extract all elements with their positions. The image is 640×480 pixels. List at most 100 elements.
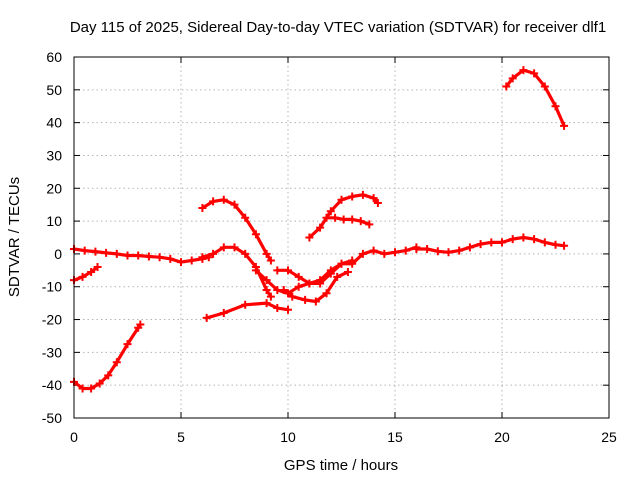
y-tick-label: -30: [42, 344, 62, 360]
x-tick-label: 15: [387, 429, 403, 445]
data-point: [337, 195, 346, 204]
data-point: [262, 276, 271, 285]
y-tick-label: -40: [42, 377, 62, 393]
data-point: [337, 259, 346, 268]
data-point: [241, 300, 250, 309]
data-point: [433, 247, 442, 256]
data-point: [356, 217, 365, 226]
data-point: [230, 200, 239, 209]
data-point: [301, 295, 310, 304]
data-point: [391, 248, 399, 257]
y-tick-label: 40: [46, 115, 62, 131]
data-point: [305, 279, 314, 288]
data-point: [112, 249, 121, 258]
data-point: [530, 235, 539, 244]
data-point: [444, 248, 453, 257]
data-point: [241, 249, 250, 258]
data-point: [198, 253, 207, 262]
data-point: [476, 240, 485, 249]
data-point: [498, 238, 506, 247]
series-sat-13: [502, 66, 569, 130]
data-point: [401, 246, 410, 255]
y-tick-label: 10: [46, 213, 62, 229]
data-point: [112, 358, 121, 367]
x-tick-label: 25: [601, 429, 617, 445]
data-point: [519, 233, 528, 242]
data-point: [331, 213, 340, 222]
series-sat-4: [198, 243, 275, 301]
data-point: [316, 223, 325, 232]
data-point: [202, 313, 211, 322]
data-point: [365, 220, 374, 229]
data-point: [104, 371, 113, 380]
data-point: [262, 249, 271, 258]
series-sat-9: [279, 267, 352, 306]
data-point: [348, 215, 357, 224]
data-point: [358, 249, 367, 258]
data-point: [333, 272, 342, 281]
series-sat-2: [70, 263, 102, 285]
data-point: [358, 190, 367, 199]
data-point: [155, 253, 164, 262]
data-point: [78, 272, 87, 281]
y-axis-label: SDTVAR / TECUs: [6, 177, 23, 297]
data-point: [266, 256, 275, 265]
data-point: [326, 207, 335, 216]
data-point: [91, 247, 100, 256]
plot-area: [70, 66, 569, 393]
data-point: [209, 197, 218, 206]
data-point: [262, 299, 271, 308]
x-tick-label: 20: [494, 429, 510, 445]
data-point: [266, 292, 275, 301]
data-point: [284, 266, 292, 275]
chart-title: Day 115 of 2025, Sidereal Day-to-day VTE…: [70, 19, 606, 36]
data-point: [219, 195, 228, 204]
data-point: [187, 256, 196, 265]
data-point: [288, 292, 297, 301]
data-point: [251, 230, 260, 239]
data-point: [93, 263, 102, 272]
data-point: [322, 213, 331, 222]
data-point: [209, 249, 218, 258]
data-point: [540, 238, 549, 247]
series-line: [275, 258, 354, 285]
series-line: [200, 245, 273, 299]
data-point: [369, 246, 378, 255]
data-point: [177, 258, 185, 267]
data-point: [502, 82, 511, 91]
data-point: [348, 192, 357, 201]
data-point: [230, 243, 239, 252]
data-point: [251, 266, 260, 275]
data-point: [560, 121, 569, 130]
data-point: [487, 238, 496, 247]
data-point: [508, 235, 517, 244]
y-tick-label: -20: [42, 312, 62, 328]
data-point: [540, 82, 549, 91]
data-point: [326, 269, 335, 278]
series-sat-12: [412, 233, 569, 257]
series-sat-10: [305, 190, 382, 242]
data-point: [294, 272, 303, 281]
data-point: [80, 246, 89, 255]
data-point: [134, 251, 143, 260]
series-sat-8: [273, 256, 357, 288]
data-point: [530, 69, 539, 78]
data-point: [348, 256, 357, 265]
data-point: [560, 241, 569, 250]
data-point: [102, 248, 111, 257]
data-point: [311, 297, 320, 306]
data-point: [423, 244, 432, 253]
series-sat-11: [322, 213, 374, 229]
y-tick-label: 30: [46, 147, 62, 163]
y-tick-label: 60: [46, 49, 62, 65]
data-point: [87, 267, 96, 276]
data-point: [551, 240, 560, 249]
data-point: [316, 279, 325, 288]
series-sat-3: [70, 320, 145, 393]
data-point: [551, 102, 560, 111]
data-point: [343, 267, 352, 276]
data-point: [279, 286, 288, 295]
y-tick-label: 50: [46, 82, 62, 98]
data-point: [455, 246, 464, 255]
